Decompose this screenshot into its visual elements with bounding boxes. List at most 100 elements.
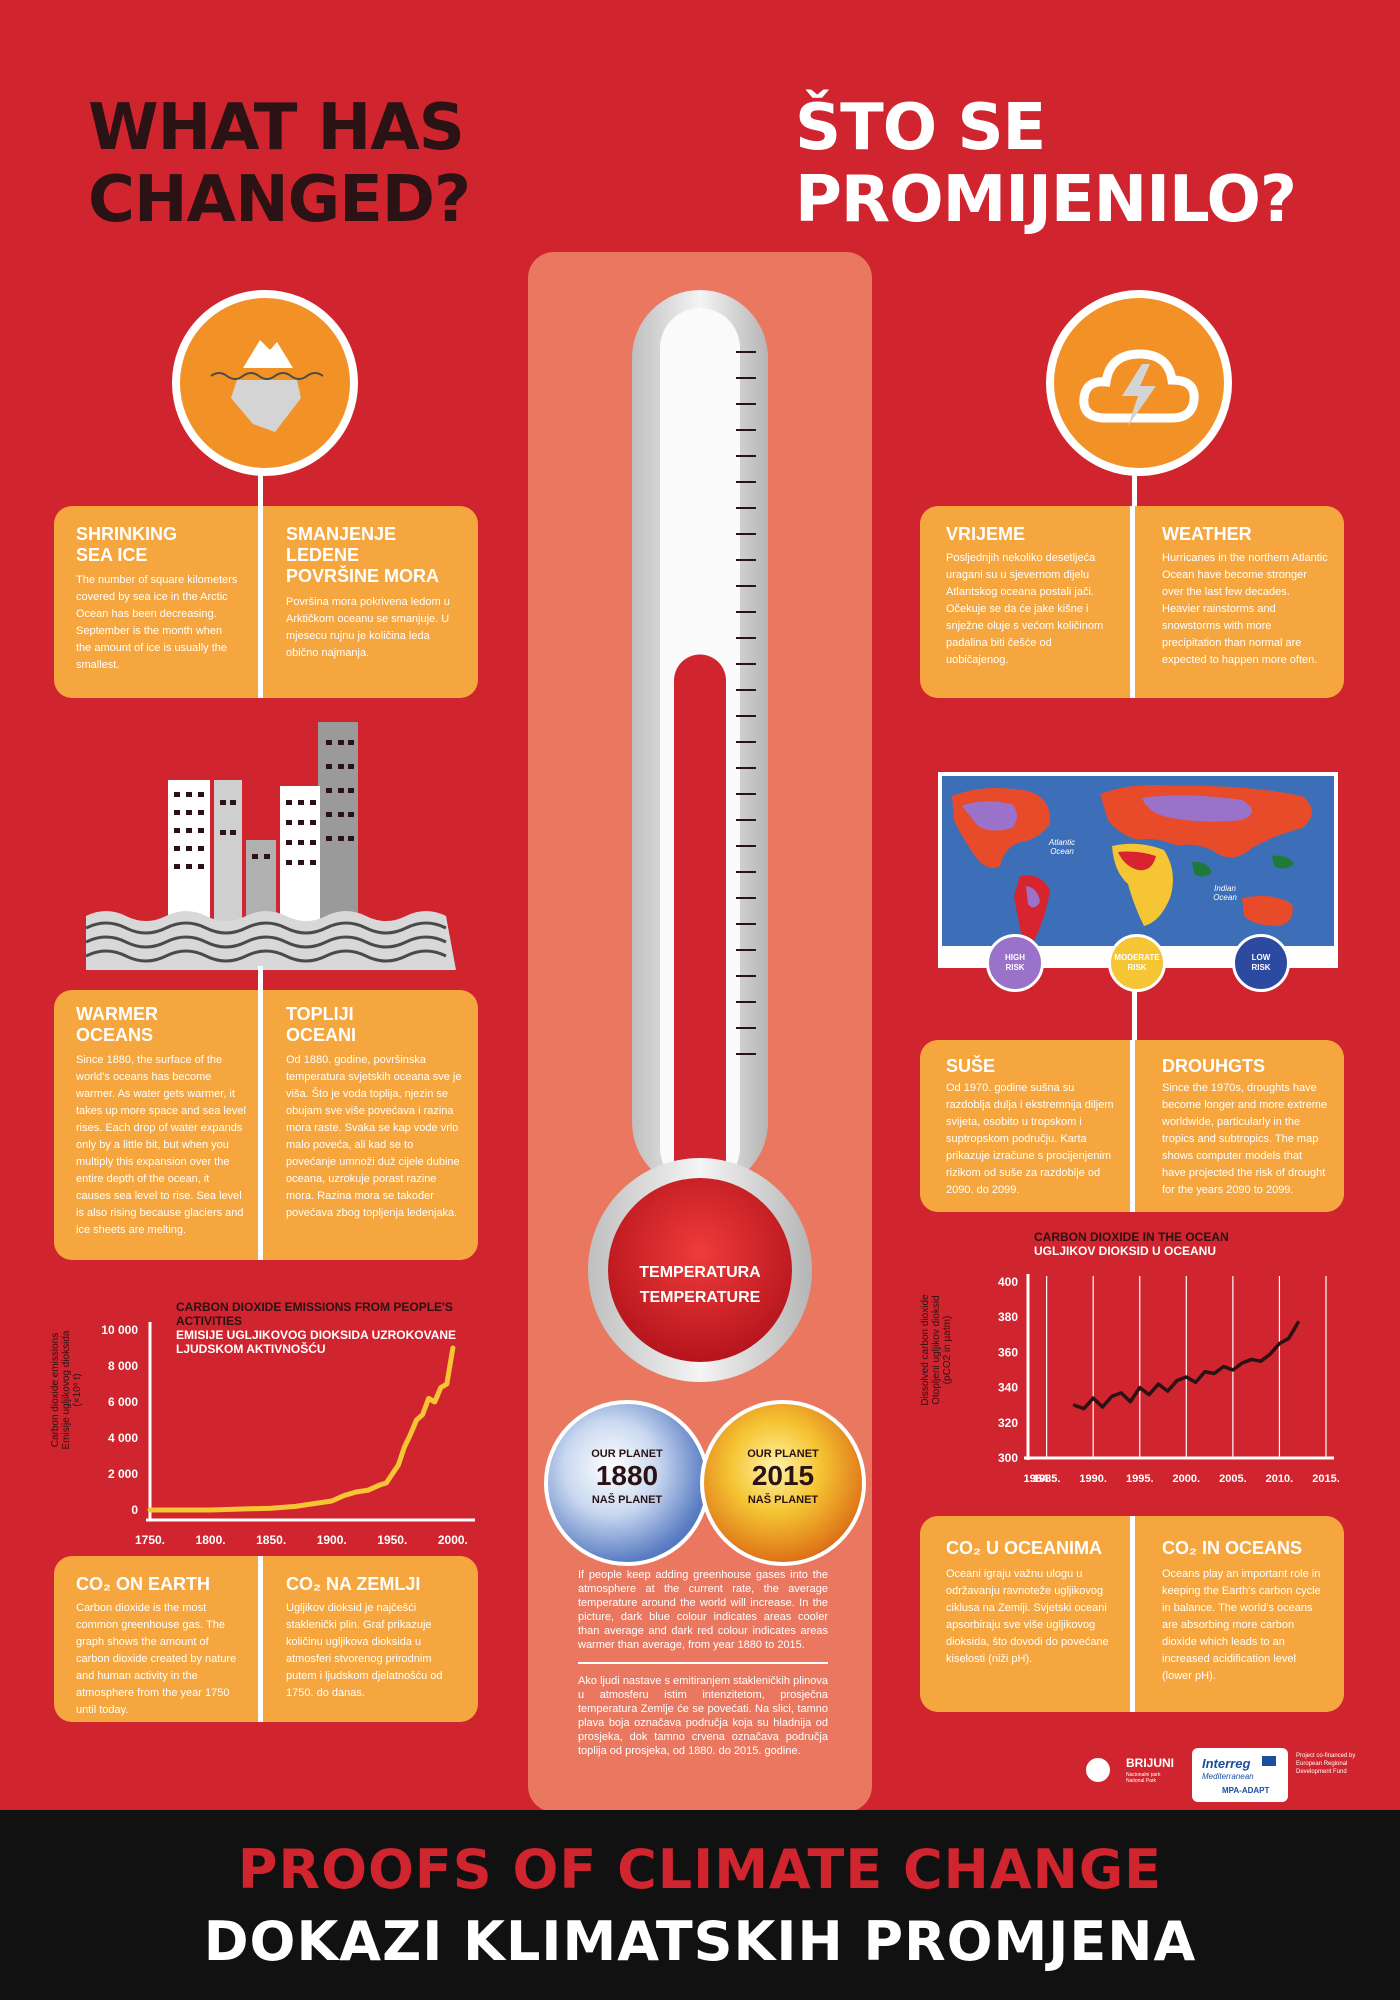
- title-en-line1: WHAT HAS: [88, 91, 465, 165]
- oceans-connector: [258, 966, 263, 998]
- title-english: WHAT HAS CHANGED?: [88, 92, 608, 236]
- ocean-x-tick-label: 1985.: [1033, 1473, 1061, 1485]
- thermometer-label: TEMPERATURA TEMPERATURE: [600, 1260, 800, 1310]
- mediterranean-logo-text: Mediterranean: [1202, 1772, 1254, 1781]
- co2-oceans-text-en: Oceans play an important role in keeping…: [1162, 1568, 1321, 1682]
- risk-high-label-1: HIGH: [1005, 953, 1025, 962]
- planet-2015: OUR PLANET 2015 NAŠ PLANET: [700, 1400, 866, 1566]
- oceans-title-en-1: WARMER: [76, 1004, 158, 1024]
- drought-title-en: DROUHGTS: [1162, 1056, 1265, 1076]
- thermometer-graphic: [588, 290, 812, 1382]
- drought-divider: [1130, 1040, 1135, 1212]
- risk-moderate-label-1: MODERATE: [1114, 953, 1160, 962]
- emissions-x-tick-label: 1950.: [377, 1533, 407, 1547]
- ocean-x-tick-label: 2000.: [1173, 1473, 1201, 1485]
- ocean-y-tick-label: 300: [998, 1451, 1018, 1465]
- risk-high-label-2: RISK: [1005, 963, 1025, 972]
- drought-text-en: Since the 1970s, droughts have become lo…: [1162, 1082, 1328, 1196]
- co2-earth-title-en: CO₂ ON EARTH: [76, 1574, 210, 1594]
- center-note-divider: [578, 1662, 828, 1664]
- ocean-x-tick-label: 1984.: [1024, 1473, 1052, 1485]
- weather-title-hr: VRIJEME: [946, 524, 1026, 544]
- weather-circle: [1046, 290, 1232, 476]
- map-label-atlantic: Atlantic Ocean: [1048, 838, 1076, 856]
- ocean-ylabel-1: Dissolved carbon dioxide: [920, 1294, 931, 1406]
- sea-ice-divider: [258, 506, 263, 698]
- sea-ice-connector: [258, 474, 263, 516]
- mpa-adapt-logo-text: MPA-ADAPT: [1222, 1786, 1270, 1795]
- thermometer-label-en: TEMPERATURE: [639, 1289, 761, 1306]
- emissions-chart-title-hr: EMISIJE UGLJIKOVOG DIOKSIDA UZROKOVANE L…: [176, 1328, 457, 1356]
- ocean-y-tick-label: 320: [998, 1416, 1018, 1430]
- sea-ice-text-hr: Površina mora pokrivena ledom u Arktičko…: [286, 596, 450, 659]
- oceans-title-en-2: OCEANS: [76, 1025, 154, 1045]
- weather-connector: [1132, 474, 1137, 516]
- co2-earth-title-hr: CO₂ NA ZEMLJI: [286, 1574, 421, 1594]
- co2-oceans-title-en: CO₂ IN OCEANS: [1162, 1538, 1303, 1558]
- oceans-title-en: WARMER OCEANS: [76, 1004, 246, 1046]
- ocean-series-line: [1072, 1320, 1300, 1411]
- thermometer-label-hr: TEMPERATURA: [639, 1264, 761, 1281]
- co2-oceans-divider: [1130, 1516, 1135, 1712]
- storm-cloud-icon: [1079, 349, 1199, 426]
- title-hr-line1: ŠTO SE: [795, 91, 1046, 165]
- sea-ice-text-en: The number of square kilometers covered …: [76, 574, 238, 671]
- planet-1880-year: 1880: [595, 1460, 659, 1491]
- thermometer-scale: [736, 351, 756, 1055]
- co2-earth-card: CO₂ ON EARTH Carbon dioxide is the most …: [54, 1556, 478, 1722]
- brijuni-logo-text: BRIJUNI: [1126, 1756, 1175, 1770]
- ocean-x-tick-label: 1990.: [1079, 1473, 1107, 1485]
- emissions-x-tick-label: 1800.: [196, 1533, 226, 1547]
- interreg-logo: Interreg Mediterranean MPA-ADAPT: [1192, 1748, 1288, 1802]
- ocean-ylabel-2: Otopljeni ugljikov dioksid: [931, 1295, 942, 1405]
- emissions-y-tick-label: 8 000: [108, 1359, 138, 1373]
- title-hr-line2: PROMIJENILO?: [795, 163, 1297, 237]
- planet-1880-label: OUR PLANET: [591, 1448, 663, 1460]
- weather-text-en: Hurricanes in the northern Atlantic Ocea…: [1162, 552, 1328, 666]
- co2-oceans-card: CO₂ U OCEANIMA Oceani igraju važnu ulogu…: [920, 1516, 1344, 1712]
- title-croatian: ŠTO SE PROMIJENILO?: [795, 92, 1355, 236]
- sea-ice-title-en-2: SEA ICE: [76, 545, 148, 565]
- ocean-y-axis-label: Dissolved carbon dioxide Otopljeni uglji…: [920, 1260, 953, 1440]
- brijuni-logo-subtext: Nacionalni park National Park: [1126, 1772, 1161, 1784]
- ocean-x-tick-label: 2015.: [1312, 1473, 1340, 1485]
- emissions-series-line: [147, 1345, 456, 1513]
- footer-title-hr: DOKAZI KLIMATSKIH PROMJENA: [203, 1910, 1197, 1973]
- thermometer-mercury: [674, 654, 726, 1250]
- emissions-x-tick-label: 2000.: [438, 1533, 468, 1547]
- sea-ice-title-hr-2: LEDENE: [286, 545, 360, 565]
- ocean-chart-title-en: CARBON DIOXIDE IN THE OCEAN: [1034, 1230, 1229, 1244]
- planet-1880: OUR PLANET 1880 NAŠ PLANET: [544, 1400, 710, 1566]
- ocean-x-tick-label: 2005.: [1219, 1473, 1247, 1485]
- map-label-indian: Indian Ocean: [1213, 884, 1237, 902]
- weather-text-hr: Posljednjih nekoliko desetljeća uragani …: [946, 552, 1104, 666]
- ocean-co2-chart: 300 320 340 360 380 400 1984.1985. 1990. 1995. 20…: [998, 1274, 1340, 1485]
- ocean-y-tick-label: 400: [998, 1275, 1018, 1289]
- oceans-card: WARMER OCEANS Since 1880, the surface of…: [54, 990, 478, 1260]
- emissions-ylabel-1: Carbon dioxide emissions: [50, 1332, 61, 1448]
- title-en-line2: CHANGED?: [88, 163, 471, 237]
- sea-ice-title-hr: SMANJENJE LEDENE POVRŠINE MORA: [286, 524, 466, 587]
- emissions-x-tick-label: 1900.: [317, 1533, 347, 1547]
- city-buildings-icon: [86, 722, 456, 970]
- sea-ice-card: SHRINKING SEA ICE The number of square k…: [54, 506, 478, 698]
- planet-1880-label-hr: NAŠ PLANET: [591, 1494, 663, 1506]
- emissions-y-tick-label: 2 000: [108, 1467, 138, 1481]
- drought-title-hr: SUŠE: [946, 1056, 996, 1076]
- emissions-chart-title: CARBON DIOXIDE EMISSIONS FROM PEOPLE'S A…: [176, 1300, 476, 1356]
- risk-high-badge: HIGH RISK: [986, 934, 1044, 992]
- planet-2015-label-hr: NAŠ PLANET: [747, 1494, 819, 1506]
- weather-title-en: WEATHER: [1162, 524, 1252, 544]
- risk-moderate-label-2: RISK: [1127, 963, 1147, 972]
- co2-earth-divider: [258, 1556, 263, 1722]
- weather-divider: [1130, 506, 1135, 698]
- emissions-y-tick-label: 6 000: [108, 1395, 138, 1409]
- sea-ice-title-en: SHRINKING SEA ICE: [76, 524, 246, 566]
- co2-earth-text-en: Carbon dioxide is the most common greenh…: [76, 1602, 237, 1716]
- oceans-text-hr: Od 1880. godine, površinska temperatura …: [286, 1054, 462, 1219]
- co2-oceans-text-hr: Oceani igraju važnu ulogu u održavanju r…: [946, 1568, 1109, 1665]
- sea-ice-title-en-1: SHRINKING: [76, 524, 178, 544]
- risk-moderate-badge: MODERATE RISK: [1108, 934, 1166, 992]
- oceans-text-en: Since 1880, the surface of the world's o…: [76, 1054, 246, 1236]
